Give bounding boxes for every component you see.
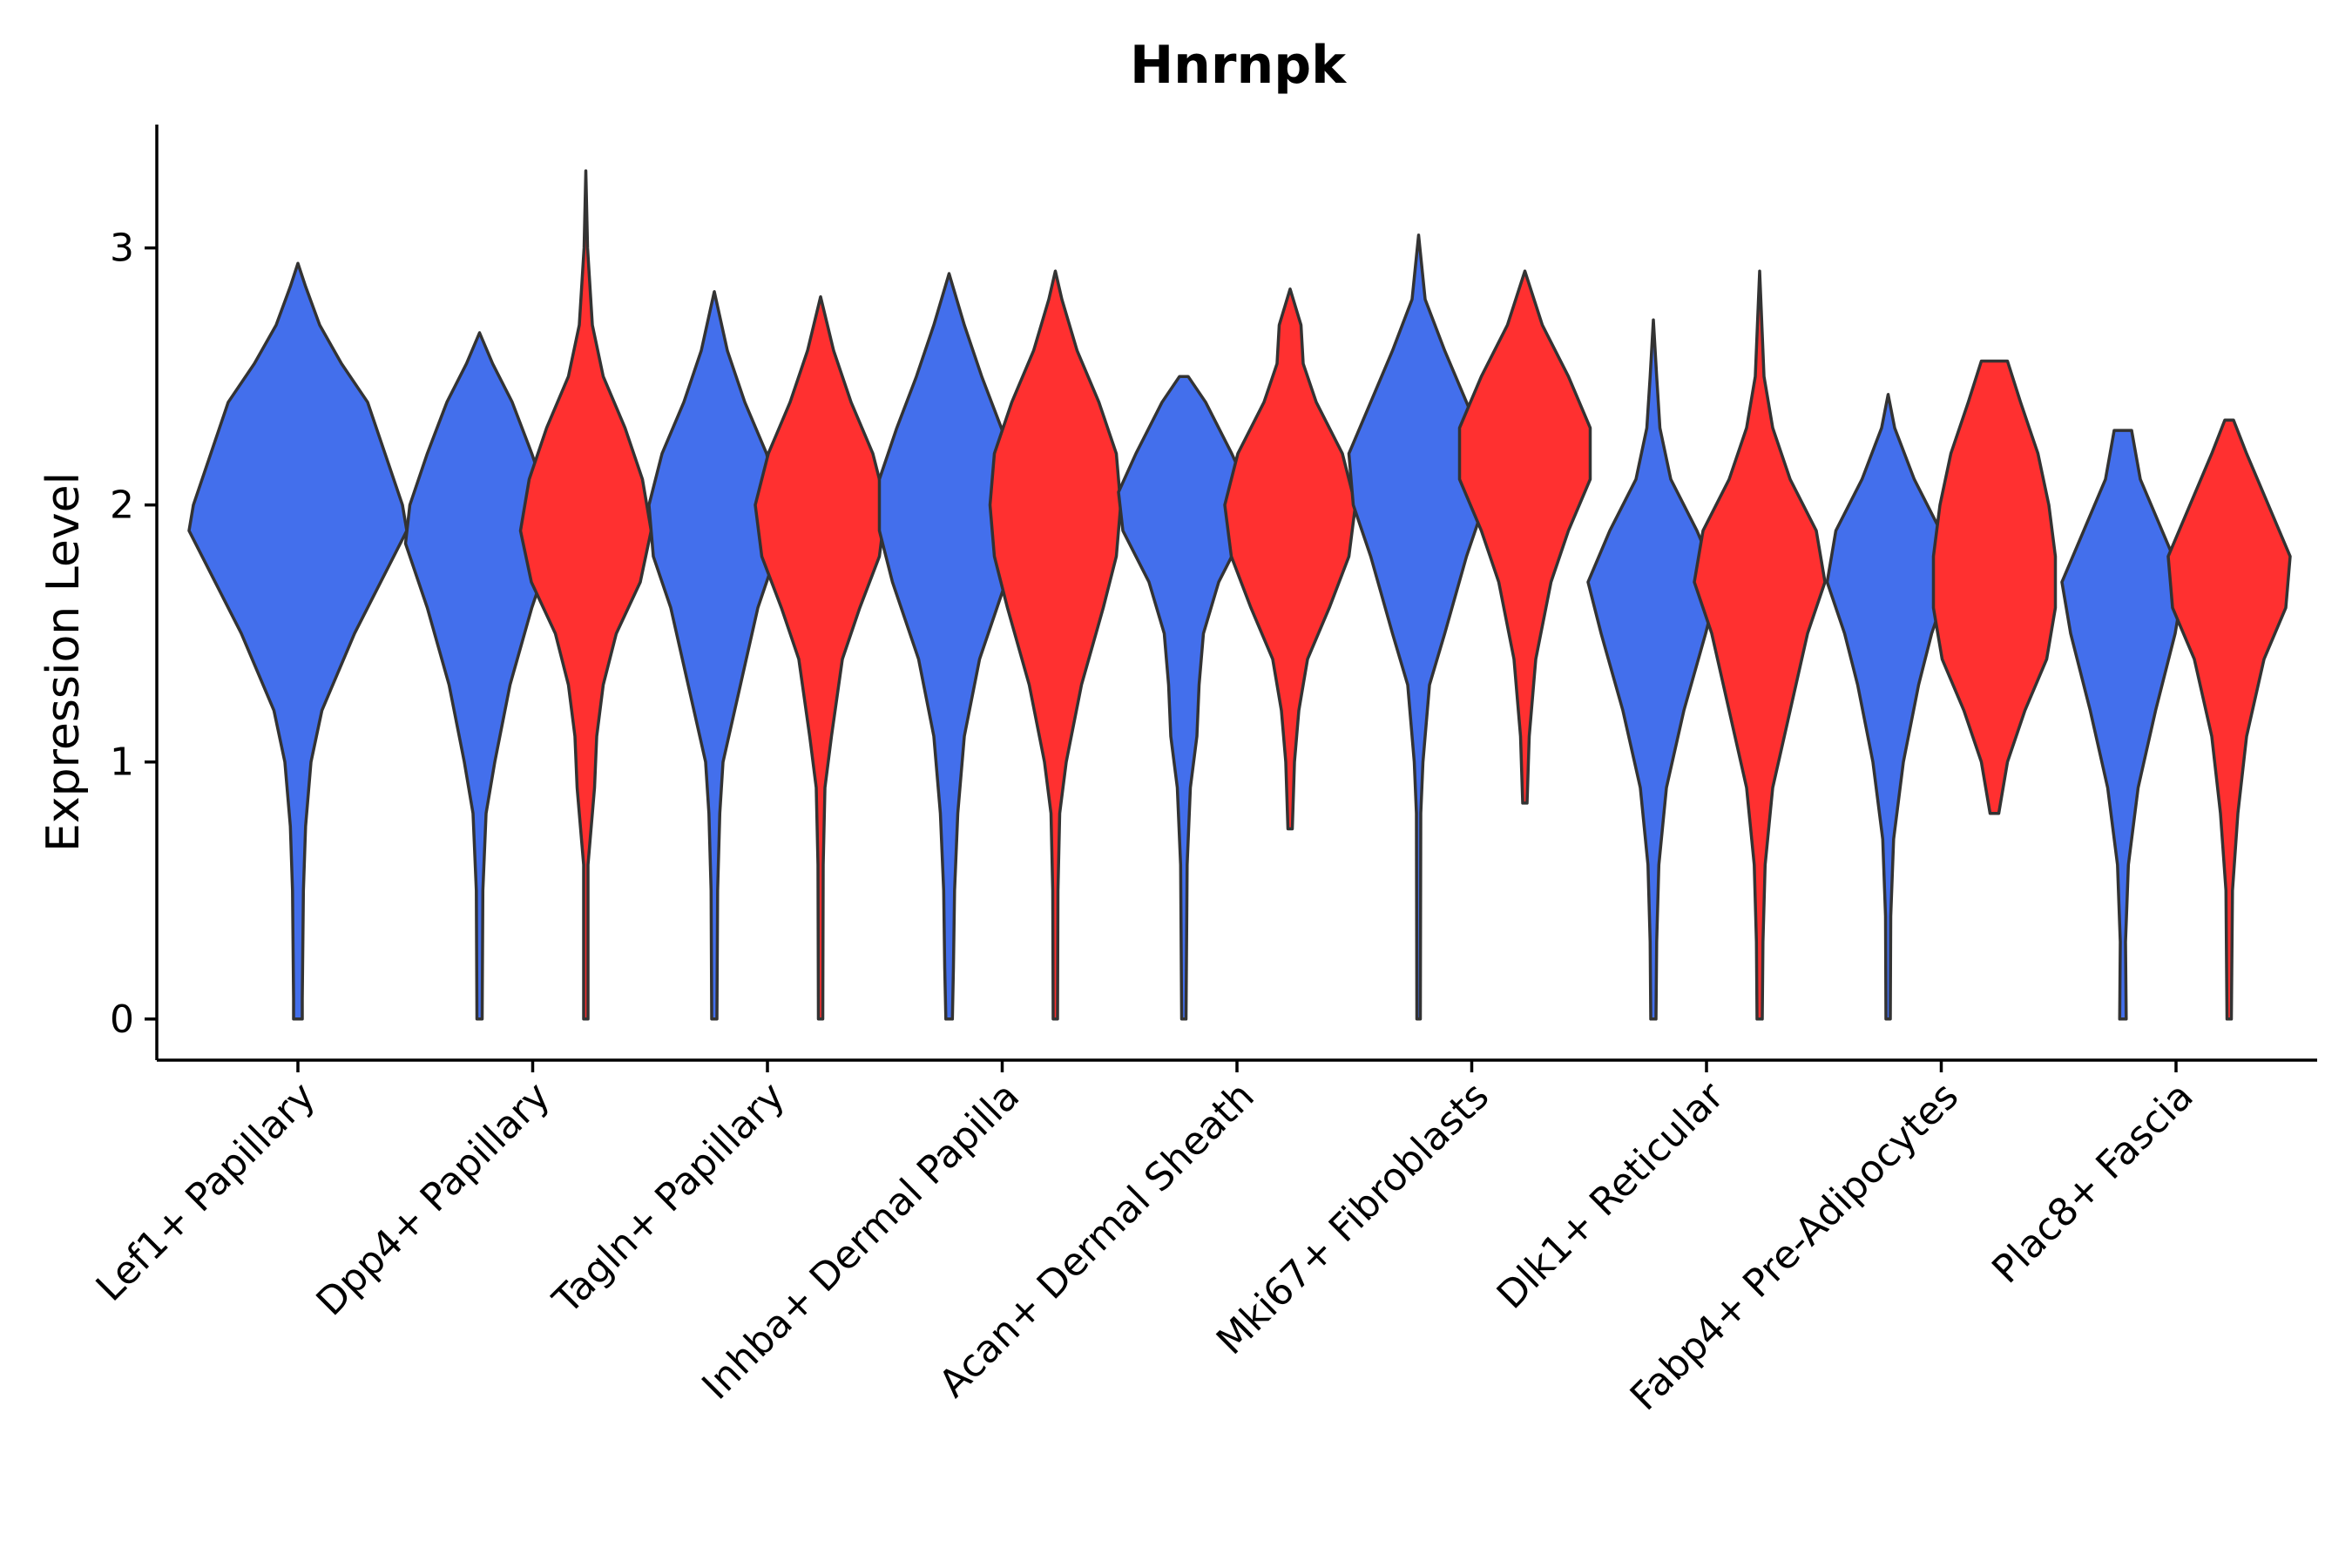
x-tick-label: Mki67+ Fibroblasts (1208, 1074, 1497, 1363)
violin-red-acan-dermal-sheath (1223, 287, 1357, 831)
y-tick-label: 0 (110, 997, 134, 1042)
violin-red-plac8-fascia (2166, 418, 2292, 1021)
violin-blue-tagln-papillary (647, 290, 781, 1021)
x-tick-label: Tagln+ Papillary (544, 1074, 794, 1323)
violin-blue-dpp4-papillary (403, 331, 556, 1021)
y-axis-label: Expression Level (37, 472, 90, 852)
x-tick-label: Plac8+ Fascia (1984, 1074, 2202, 1293)
violin-blue-inhba-dermal-papilla (877, 272, 1021, 1021)
y-tick-label: 2 (110, 483, 134, 528)
violin-red-inhba-dermal-papilla (988, 269, 1123, 1021)
violin-red-fabp4-pre-adipocytes (1931, 359, 2058, 815)
violin-red-tagln-papillary (754, 294, 888, 1021)
violin-blue-fabp4-pre-adipocytes (1825, 393, 1951, 1021)
x-tick-label: Lef1+ Papillary (88, 1074, 324, 1310)
violin-blue-dlk1-reticular (1586, 318, 1720, 1021)
violin-red-dlk1-reticular (1693, 269, 1827, 1021)
x-tick-label: Dlk1+ Reticular (1489, 1073, 1734, 1318)
violin-blue-plac8-fascia (2060, 429, 2186, 1021)
y-tick-label: 1 (110, 740, 134, 785)
violin-blue-acan-dermal-sheath (1117, 375, 1251, 1021)
x-tick-label: Dpp4+ Papillary (308, 1074, 559, 1325)
violin-red-mki67-fibroblasts (1457, 269, 1592, 805)
violin-red-dpp4-papillary (518, 169, 653, 1021)
y-ticks-group: 0 1 2 3 (110, 226, 157, 1042)
chart-title: Hnrnpk (1130, 35, 1348, 96)
violin-blue-lef1-papillary (187, 261, 409, 1021)
violins-group (187, 169, 2292, 1021)
violin-blue-mki67-fibroblasts (1347, 233, 1490, 1021)
y-tick-label: 3 (110, 226, 134, 271)
